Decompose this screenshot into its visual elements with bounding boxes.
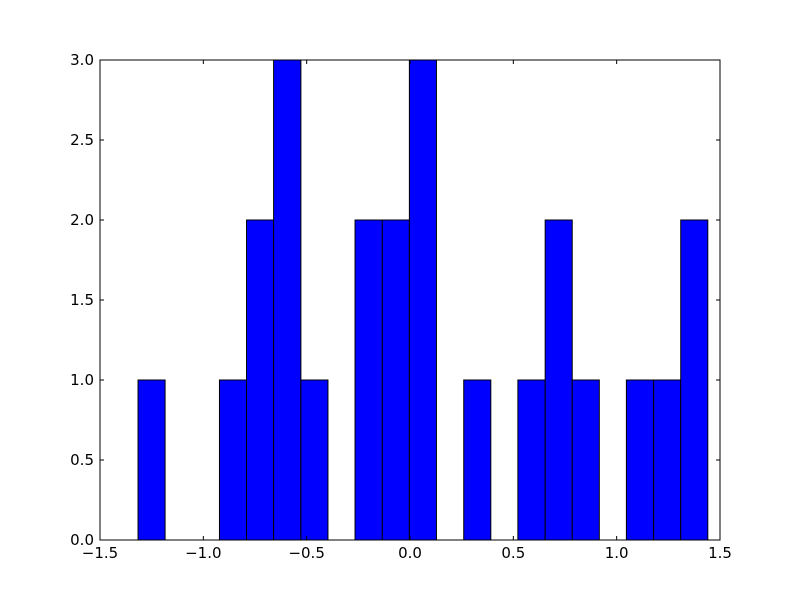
bar (218, 379, 248, 541)
y-tick-label: 3.0 (70, 51, 94, 69)
bar (300, 379, 329, 541)
bar (381, 219, 410, 541)
bar (246, 219, 275, 541)
y-tick-label: 0.0 (70, 531, 94, 549)
bar (354, 219, 383, 541)
bar (544, 219, 573, 541)
y-tick-label: 2.5 (70, 131, 94, 149)
y-tick-label: 2.0 (70, 211, 94, 229)
y-tick-label: 0.5 (70, 451, 94, 469)
y-tick-label: 1.5 (70, 291, 94, 309)
bar (137, 379, 166, 541)
y-tick-label: 1.0 (70, 371, 94, 389)
x-tick-label: −1.5 (82, 544, 118, 562)
bar (680, 219, 709, 541)
bar (517, 379, 546, 541)
x-tick-label: 1.0 (605, 544, 629, 562)
x-tick-label: 0.5 (501, 544, 525, 562)
bar (463, 379, 492, 541)
x-tick-label: 1.5 (708, 544, 732, 562)
bar (273, 59, 302, 541)
x-tick-label: 0.0 (398, 544, 422, 562)
bar (571, 379, 600, 541)
bar (653, 379, 682, 541)
bar (625, 379, 655, 541)
x-tick-label: −0.5 (288, 544, 324, 562)
x-tick-label: −1.0 (185, 544, 221, 562)
bar (408, 59, 437, 541)
